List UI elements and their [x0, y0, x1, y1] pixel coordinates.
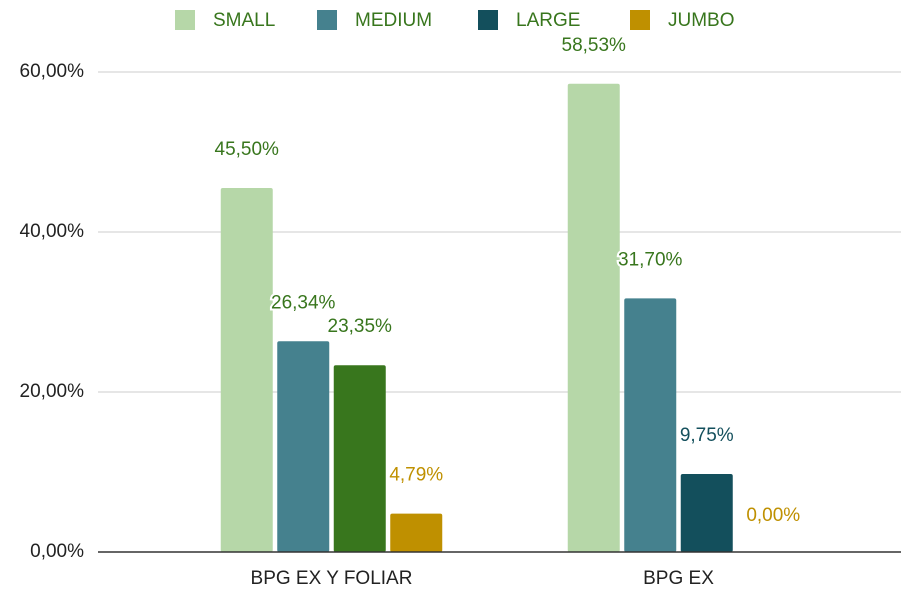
data-label: 4,79%: [389, 465, 443, 486]
bar: [333, 365, 386, 552]
bar: [567, 83, 620, 552]
x-tick-label: BPG EX: [643, 568, 714, 589]
legend-swatch: [478, 10, 498, 30]
x-tick-label: BPG EX Y FOLIAR: [251, 568, 413, 589]
bar: [220, 188, 273, 552]
y-tick-label: 0,00%: [30, 541, 84, 562]
y-tick-label: 20,00%: [20, 381, 85, 402]
legend-label: SMALL: [213, 10, 275, 31]
data-label: 0,00%: [746, 505, 800, 526]
data-label: 31,70%: [618, 249, 683, 270]
bar: [277, 341, 330, 552]
data-label: 9,75%: [680, 425, 734, 446]
legend-swatch: [317, 10, 337, 30]
bar: [390, 513, 443, 552]
legend-label: JUMBO: [668, 10, 735, 31]
y-tick-label: 40,00%: [20, 221, 85, 242]
data-label: 58,53%: [562, 35, 627, 56]
bar: [680, 474, 733, 552]
legend-swatch: [630, 10, 650, 30]
bar: [624, 298, 677, 552]
y-tick-label: 60,00%: [20, 61, 85, 82]
data-label: 26,34%: [271, 292, 336, 313]
legend-swatch: [175, 10, 195, 30]
legend-label: MEDIUM: [355, 10, 432, 31]
legend-label: LARGE: [516, 10, 580, 31]
data-label: 45,50%: [215, 139, 280, 160]
data-label: 23,35%: [328, 316, 393, 337]
